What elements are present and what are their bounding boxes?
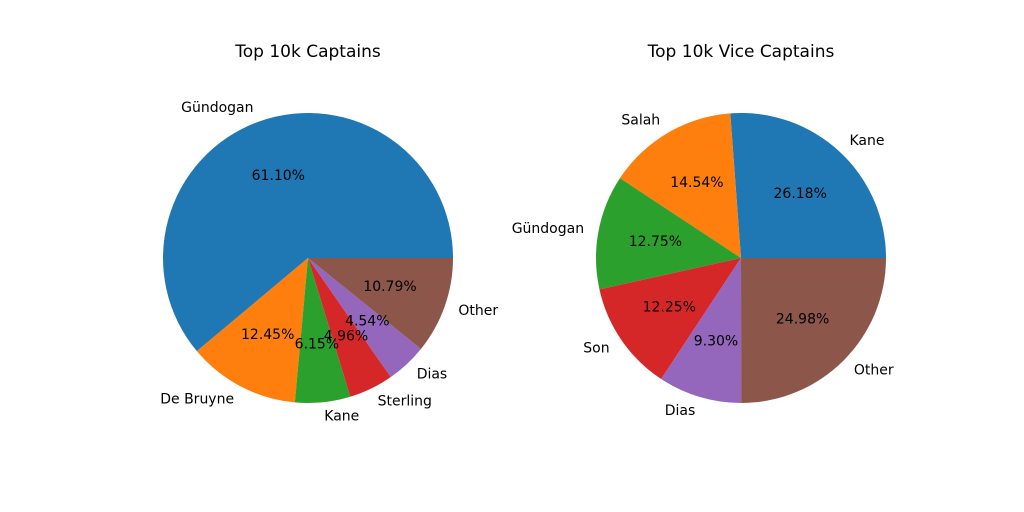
captains-pct-kane: 6.15% [295,337,339,353]
captains-pct-sterling: 4.96% [324,328,368,344]
captains-slice-sterling [308,258,391,397]
vice-captains-pct-dias: 9.30% [694,333,738,349]
captains-pct-gundogan: 61.10% [252,168,305,184]
vice-captains-labels: Kane 26.18% Salah 14.54% Gündogan 12.75% Son 12… [512,113,894,419]
captains-slice-kane [294,258,351,403]
captains-slice-dias [308,258,421,378]
captains-slice-other [308,258,453,349]
vice-captains-chart-title: Top 10k Vice Captains [647,42,835,62]
vice-captains-label-salah: Salah [621,113,660,129]
captains-pie-chart: Top 10k Captains Gündogan 61.10% De Bruyne… [160,42,498,425]
vice-captains-label-other: Other [854,363,894,379]
vice-captains-pie-chart: Top 10k Vice Captains Kane 26.18% Salah 14.… [512,42,894,419]
vice-captains-pct-other: 24.98% [776,312,829,328]
captains-pct-de-bruyne: 12.45% [241,327,294,343]
vice-captains-pct-kane: 26.18% [774,186,827,202]
vice-captains-slices [595,113,886,404]
vice-captains-label-gundogan: Gündogan [512,221,584,237]
captains-label-de-bruyne: De Bruyne [160,391,234,407]
captains-slices [162,113,453,403]
vice-captains-pct-son: 12.25% [643,299,696,315]
vice-captains-pct-gundogan: 12.75% [629,234,682,250]
captains-label-kane: Kane [324,409,359,425]
vice-captains-slice-other [741,258,886,403]
captains-slice-gundogan [162,113,453,352]
vice-captains-slice-son [599,258,741,380]
vice-captains-slice-dias [661,258,742,404]
vice-captains-label-kane: Kane [850,133,885,149]
vice-captains-pct-salah: 14.54% [670,175,723,191]
captains-pct-dias: 4.54% [345,314,389,330]
vice-captains-slice-gundogan [595,178,741,290]
captains-label-gundogan: Gündogan [181,100,253,116]
captains-label-other: Other [458,303,498,319]
vice-captains-slice-salah [619,113,741,259]
captains-labels: Gündogan 61.10% De Bruyne 12.45% Kane 6.15% St… [160,100,498,425]
captains-chart-title: Top 10k Captains [234,42,381,62]
captains-pct-other: 10.79% [363,279,416,295]
vice-captains-slice-kane [730,113,886,258]
vice-captains-label-son: Son [583,340,609,356]
captains-slice-de-bruyne [196,258,308,403]
captains-label-dias: Dias [417,367,448,383]
captains-label-sterling: Sterling [378,394,432,410]
vice-captains-label-dias: Dias [665,403,696,419]
